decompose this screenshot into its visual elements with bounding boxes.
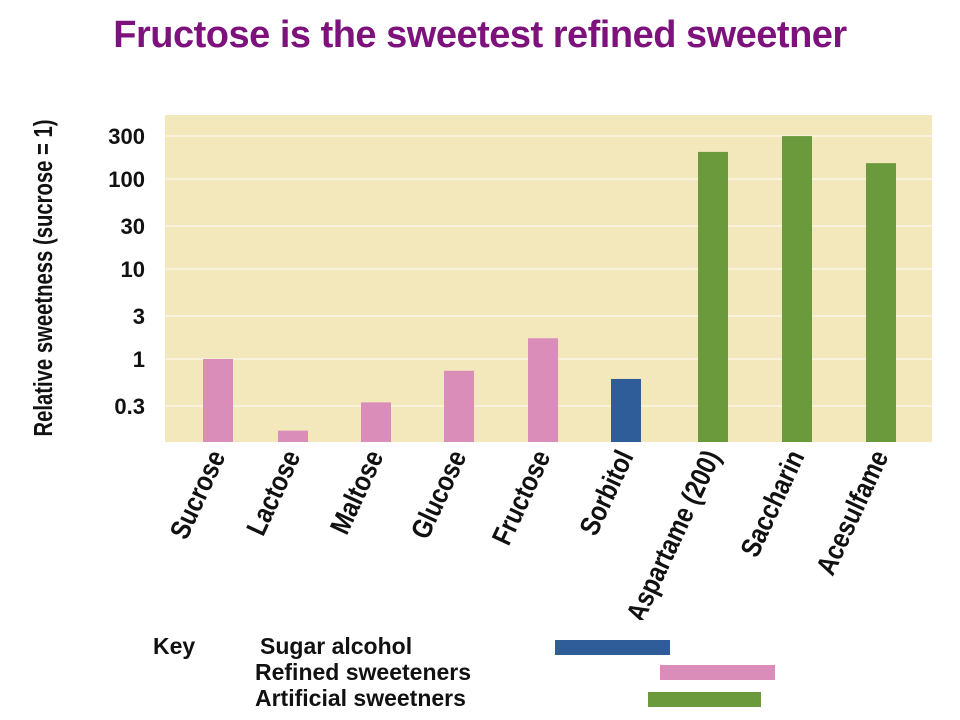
bar-lactose (278, 430, 308, 442)
y-tick-label: 30 (121, 214, 145, 239)
x-tick-label: Saccharin (734, 445, 811, 562)
x-tick-label: Fructose (485, 445, 557, 550)
bar-maltose (361, 402, 391, 442)
bar-fructose (528, 338, 558, 442)
bar-aspartame-200 (698, 151, 728, 443)
x-tick-label: Acesulfame (809, 445, 895, 580)
legend-swatch-artificial (648, 692, 761, 707)
x-tick-label: Aspartame (200) (619, 445, 727, 620)
y-axis-label: Relative sweetness (sucrose = 1) (29, 119, 58, 436)
x-tick-label: Lactose (240, 445, 307, 540)
y-tick-label: 3 (133, 304, 145, 329)
bar-saccharin (782, 136, 812, 442)
legend-title: Key (153, 633, 196, 659)
x-tick-label: Maltose (323, 445, 390, 539)
legend-swatch-sugar-alcohol (555, 640, 670, 655)
legend-label-artificial: Artificial sweetners (255, 685, 466, 711)
y-tick-label: 1 (133, 347, 145, 372)
x-tick-label: Sucrose (163, 445, 232, 544)
x-tick-label: Sorbitol (573, 445, 640, 540)
legend-swatch-refined (660, 665, 775, 680)
legend-label-sugar-alcohol: Sugar alcohol (260, 633, 413, 659)
bar-sorbitol (611, 378, 641, 442)
y-tick-label: 100 (108, 167, 145, 192)
y-tick-label: 300 (108, 124, 145, 149)
y-tick-label: 10 (121, 257, 145, 282)
chart-title: Fructose is the sweetest refined sweetne… (113, 14, 847, 56)
bar-glucose (444, 370, 474, 442)
bar-acesulfame (866, 163, 896, 442)
legend-label-refined: Refined sweeteners (255, 659, 472, 685)
x-tick-label: Glucose (404, 445, 473, 544)
bar-chart: 0.3 1 3 10 30 100 300 Relative sweetness (sucro… (29, 115, 932, 620)
bar-sucrose (203, 359, 233, 442)
y-tick-label: 0.3 (114, 394, 145, 419)
